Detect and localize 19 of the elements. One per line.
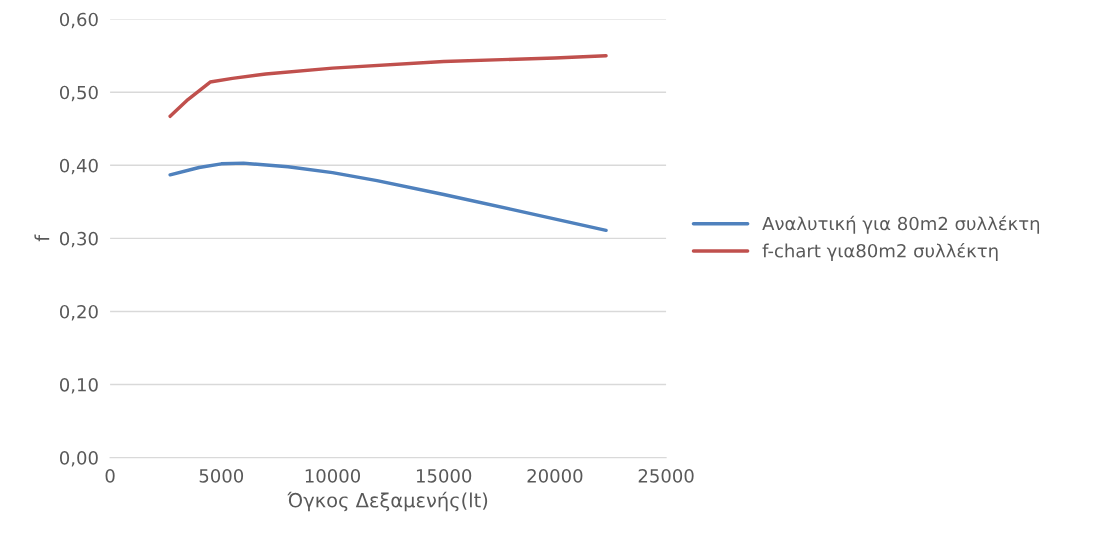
x-axis-title: Όγκος Δεξαμενής(lt) (287, 491, 488, 512)
x-tick-label: 25000 (638, 469, 694, 483)
y-tick-label: 0,40 (59, 158, 98, 175)
line-series (168, 161, 608, 233)
line-series (168, 53, 608, 119)
y-tick-label: 0,00 (59, 451, 98, 467)
y-tick-label: 0,20 (59, 304, 98, 321)
y-tick-label: 0,60 (59, 12, 98, 29)
y-tick-label: 0,30 (59, 231, 98, 248)
x-tick-label: 15000 (416, 469, 472, 483)
legend-label: f-chart για80m2 συλλέκτη (762, 242, 998, 262)
x-tick-label: 20000 (527, 469, 583, 483)
y-tick-label: 0,50 (59, 85, 98, 102)
legend-label: Αναλυτική για 80m2 συλλέκτη (762, 215, 1040, 234)
x-tick-label: 5000 (199, 469, 244, 483)
x-tick-label: 10000 (305, 469, 361, 483)
y-tick-label: 0,10 (59, 377, 98, 394)
y-axis-title: f (34, 234, 50, 242)
x-tick-label: 0 (105, 469, 115, 483)
